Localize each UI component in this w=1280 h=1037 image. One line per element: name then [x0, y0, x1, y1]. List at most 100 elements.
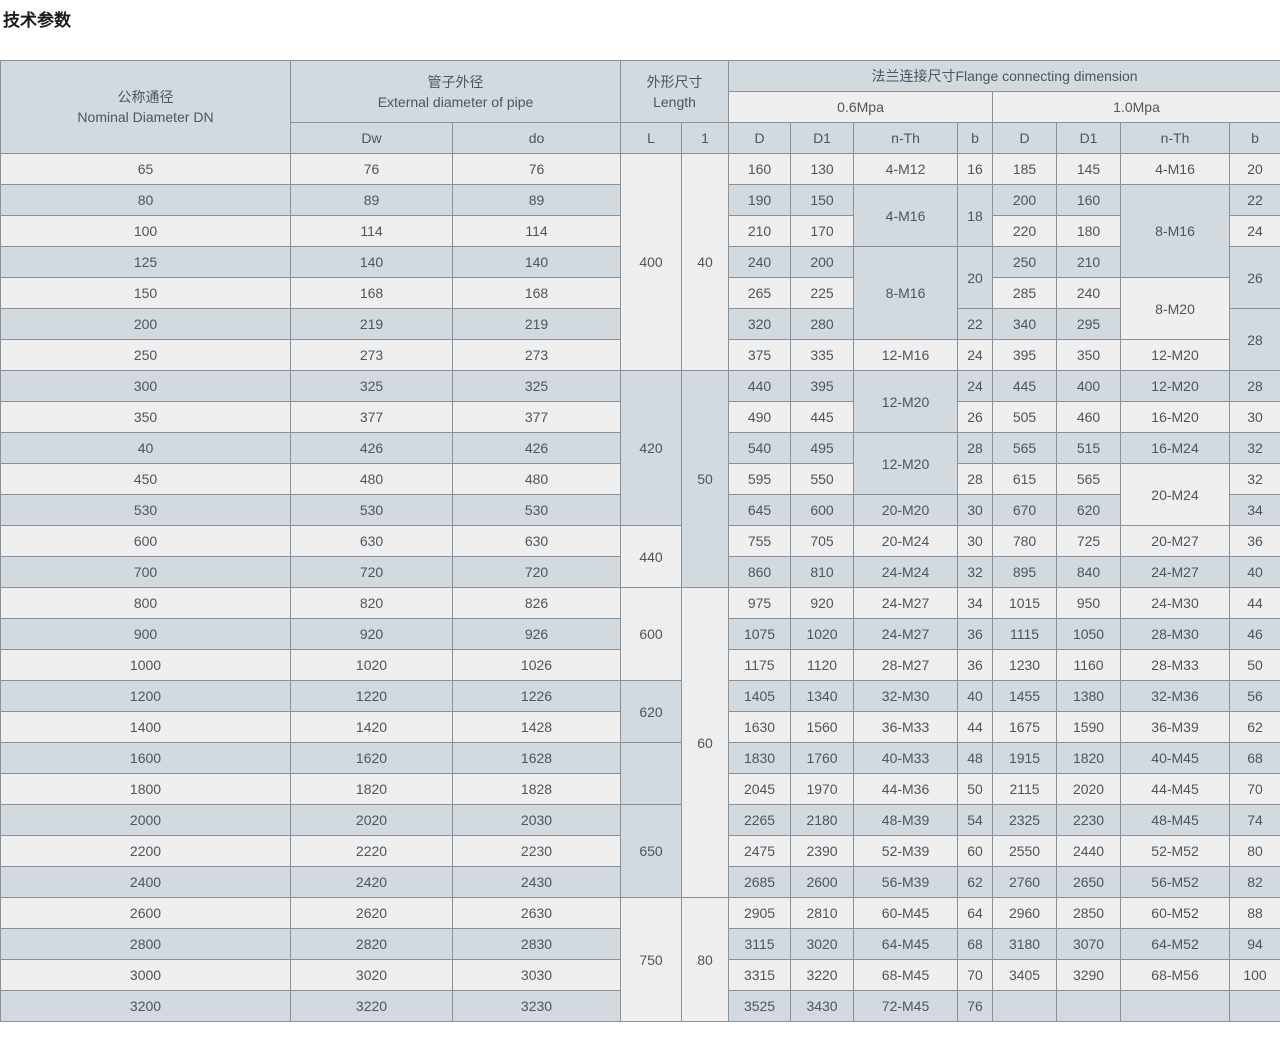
table-cell: 975	[728, 587, 792, 619]
table-cell: 210	[728, 215, 792, 247]
table-cell: 30	[957, 494, 994, 526]
header-nominal-diameter-en: Nominal Diameter DN	[77, 109, 214, 125]
subheader-1: 1	[681, 122, 730, 154]
subheader-b: b	[1229, 122, 1280, 154]
table-cell: 3020	[790, 928, 855, 960]
table-cell: 615	[992, 463, 1058, 495]
table-cell: 700	[0, 556, 291, 588]
table-cell: 50	[1229, 649, 1280, 681]
table-cell: 350	[0, 401, 291, 433]
table-cell: 1160	[1056, 649, 1122, 681]
table-cell: 94	[1229, 928, 1280, 960]
table-cell: 1230	[992, 649, 1058, 681]
subheader-d1: D1	[790, 122, 855, 154]
table-cell: 125	[0, 246, 291, 278]
subheader-dw: Dw	[290, 122, 453, 154]
table-cell: 325	[290, 370, 453, 402]
table-cell: 40	[0, 432, 291, 464]
table-cell: 50	[681, 370, 730, 588]
table-cell: 34	[1229, 494, 1280, 526]
table-cell: 22	[957, 308, 994, 340]
table-cell: 440	[728, 370, 792, 402]
table-cell: 3220	[290, 990, 453, 1022]
subheader-n-th: n-Th	[853, 122, 959, 154]
table-cell: 495	[790, 432, 855, 464]
table-cell: 2390	[790, 835, 855, 867]
table-cell: 36-M39	[1120, 711, 1231, 743]
table-cell: 200	[790, 246, 855, 278]
table-row: 250 273 273 375 335 12-M16 24 395 350 12-M20	[0, 339, 1280, 371]
table-cell: 24-M30	[1120, 587, 1231, 619]
table-cell: 24-M27	[853, 587, 959, 619]
table-cell: 2960	[992, 897, 1058, 929]
table-cell: 630	[451, 525, 622, 557]
table-cell: 72-M45	[853, 990, 959, 1022]
table-cell: 210	[1056, 246, 1122, 278]
table-cell: 70	[957, 959, 994, 991]
table-cell: 68	[1229, 742, 1280, 774]
table-cell: 1915	[992, 742, 1058, 774]
table-cell: 840	[1056, 556, 1122, 588]
table-cell: 48-M39	[853, 804, 959, 836]
table-cell: 168	[451, 277, 622, 309]
table-cell: 89	[290, 184, 453, 216]
table-cell: 180	[1056, 215, 1122, 247]
table-cell: 44-M36	[853, 773, 959, 805]
table-cell: 300	[0, 370, 291, 402]
table-row: 80 89 89 190 150 4-M16 18 200 160 8-M16 22	[0, 184, 1280, 278]
table-cell: 8-M20	[1120, 277, 1231, 340]
table-cell: 670	[992, 494, 1058, 526]
table-cell: 515	[1056, 432, 1122, 464]
table-cell: 56-M39	[853, 866, 959, 898]
table-cell: 1075	[728, 618, 792, 650]
table-cell: 240	[728, 246, 792, 278]
table-cell: 1428	[451, 711, 622, 743]
table-cell: 219	[290, 308, 453, 340]
table-cell: 76	[290, 153, 453, 185]
table-cell: 170	[790, 215, 855, 247]
table-row: 1800 1820 1828 2045 1970 44-M36 50 2115 2020 44-M…	[0, 773, 1280, 805]
table-cell: 720	[290, 556, 453, 588]
table-cell: 3180	[992, 928, 1058, 960]
table-cell: 50	[957, 773, 994, 805]
table-cell: 12-M20	[853, 370, 959, 433]
table-cell: 114	[290, 215, 453, 247]
table-cell: 60-M45	[853, 897, 959, 929]
header-pressure-10mpa: 1.0Mpa	[992, 91, 1280, 123]
table-cell: 24	[957, 339, 994, 371]
table-cell: 3405	[992, 959, 1058, 991]
table-cell: 24	[1229, 215, 1280, 247]
table-cell: 4-M16	[853, 184, 959, 247]
table-cell: 2830	[451, 928, 622, 960]
table-cell: 273	[451, 339, 622, 371]
table-cell: 3020	[290, 959, 453, 991]
table-cell: 114	[451, 215, 622, 247]
table-cell: 60-M52	[1120, 897, 1231, 929]
table-cell: 2325	[992, 804, 1058, 836]
table-cell: 34	[957, 587, 994, 619]
table-cell: 920	[290, 618, 453, 650]
subheader-do: do	[451, 122, 622, 154]
table-cell: 60	[957, 835, 994, 867]
table-cell: 190	[728, 184, 792, 216]
table-cell: 645	[728, 494, 792, 526]
table-cell: 530	[0, 494, 291, 526]
table-cell: 46	[1229, 618, 1280, 650]
table-cell: 32	[1229, 432, 1280, 464]
header-flange-dimension: 法兰连接尺寸Flange connecting dimension	[728, 60, 1280, 92]
table-cell: 320	[728, 308, 792, 340]
header-external-diameter-en: External diameter of pipe	[377, 93, 534, 110]
table-cell: 650	[620, 804, 683, 898]
table-cell: 340	[992, 308, 1058, 340]
table-cell: 89	[451, 184, 622, 216]
table-cell: 28	[957, 432, 994, 464]
table-cell: 3030	[451, 959, 622, 991]
table-row: 800 820 826 600 60 975 920 24-M27 34 1015 950 24-M3…	[0, 587, 1280, 898]
table-cell: 65	[0, 153, 291, 185]
table-cell: 64-M45	[853, 928, 959, 960]
table-cell: 18	[957, 184, 994, 247]
subheader-n-th: n-Th	[1120, 122, 1231, 154]
table-cell: 335	[790, 339, 855, 371]
table-cell: 40-M33	[853, 742, 959, 774]
table-cell: 80	[0, 184, 291, 216]
